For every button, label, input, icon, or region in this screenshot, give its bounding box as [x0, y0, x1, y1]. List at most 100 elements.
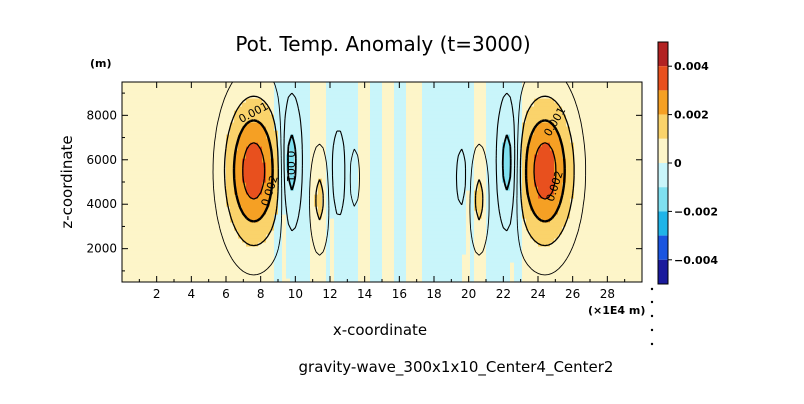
heatmap-cell	[290, 250, 295, 255]
heatmap-cell	[442, 122, 447, 127]
heatmap-cell	[326, 94, 331, 99]
heatmap-cell	[278, 258, 283, 263]
heatmap-cell	[186, 142, 191, 147]
heatmap-cell	[514, 274, 519, 279]
heatmap-cell	[398, 242, 403, 247]
heatmap-cell	[238, 146, 243, 151]
heatmap-cell	[158, 278, 163, 282]
heatmap-cell	[430, 106, 435, 111]
heatmap-cell	[298, 102, 303, 107]
heatmap-cell	[438, 222, 443, 227]
heatmap-cell	[142, 214, 147, 219]
heatmap-cell	[126, 226, 131, 231]
heatmap-cell	[438, 242, 443, 247]
heatmap-cell	[134, 114, 139, 119]
heatmap-cell	[302, 226, 307, 231]
heatmap-cell	[510, 242, 515, 247]
heatmap-cell	[162, 250, 167, 255]
heatmap-cell	[138, 94, 143, 99]
heatmap-cell	[222, 94, 227, 99]
heatmap-cell	[394, 190, 399, 195]
heatmap-cell	[366, 142, 371, 147]
heatmap-cell	[490, 266, 495, 271]
heatmap-cell	[142, 138, 147, 143]
heatmap-cell	[338, 238, 343, 243]
heatmap-cell	[246, 166, 251, 171]
heatmap-cell	[186, 134, 191, 139]
heatmap-cell	[250, 154, 255, 159]
heatmap-cell	[382, 90, 387, 95]
heatmap-cell	[410, 262, 415, 267]
heatmap-cell	[226, 122, 231, 127]
heatmap-cell	[274, 174, 279, 179]
heatmap-cell	[370, 202, 375, 207]
heatmap-cell	[318, 166, 323, 171]
heatmap-cell	[294, 202, 299, 207]
heatmap-cell	[334, 138, 339, 143]
heatmap-cell	[250, 182, 255, 187]
heatmap-cell	[278, 110, 283, 115]
heatmap-cell	[210, 266, 215, 271]
heatmap-cell	[126, 202, 131, 207]
heatmap-cell	[122, 190, 127, 195]
heatmap-cell	[310, 222, 315, 227]
heatmap-cell	[318, 278, 323, 282]
heatmap-cell	[182, 194, 187, 199]
heatmap-cell	[510, 230, 515, 235]
heatmap-cell	[398, 198, 403, 203]
heatmap-cell	[378, 202, 383, 207]
heatmap-cell	[478, 178, 483, 183]
heatmap-cell	[346, 90, 351, 95]
heatmap-cell	[346, 226, 351, 231]
heatmap-cell	[142, 262, 147, 267]
heatmap-cell	[214, 258, 219, 263]
heatmap-cell	[406, 266, 411, 271]
heatmap-cell	[326, 110, 331, 115]
heatmap-cell	[438, 258, 443, 263]
heatmap-cell	[494, 186, 499, 191]
heatmap-cell	[474, 94, 479, 99]
heatmap-cell	[174, 254, 179, 259]
heatmap-cell	[130, 118, 135, 123]
heatmap-cell	[474, 202, 479, 207]
heatmap-cell	[206, 118, 211, 123]
heatmap-cell	[322, 198, 327, 203]
heatmap-cell	[422, 110, 427, 115]
heatmap-cell	[282, 82, 287, 87]
heatmap-cell	[506, 230, 511, 235]
heatmap-cell	[514, 178, 519, 183]
heatmap-cell	[422, 250, 427, 255]
heatmap-cell	[330, 262, 335, 267]
heatmap-cell	[498, 258, 503, 263]
heatmap-cell	[214, 118, 219, 123]
heatmap-cell	[490, 142, 495, 147]
heatmap-cell	[122, 274, 127, 279]
heatmap-cell	[390, 126, 395, 131]
heatmap-cell	[390, 150, 395, 155]
heatmap-cell	[462, 150, 467, 155]
heatmap-cell	[234, 274, 239, 279]
heatmap-cell	[238, 190, 243, 195]
heatmap-cell	[438, 170, 443, 175]
heatmap-cell	[238, 270, 243, 275]
heatmap-cell	[398, 194, 403, 199]
heatmap-cell	[122, 98, 127, 103]
heatmap-cell	[510, 126, 515, 131]
heatmap-cell	[506, 150, 511, 155]
heatmap-cell	[402, 118, 407, 123]
heatmap-cell	[126, 166, 131, 171]
heatmap-cell	[326, 278, 331, 282]
heatmap-cell	[470, 90, 475, 95]
heatmap-cell	[194, 222, 199, 227]
heatmap-cell	[478, 278, 483, 282]
heatmap-cell	[358, 278, 363, 282]
heatmap-cell	[422, 210, 427, 215]
heatmap-cell	[158, 122, 163, 127]
heatmap-cell	[494, 234, 499, 239]
heatmap-cell	[334, 218, 339, 223]
heatmap-cell	[482, 98, 487, 103]
heatmap-cell	[218, 206, 223, 211]
heatmap-cell	[142, 206, 147, 211]
heatmap-cell	[318, 130, 323, 135]
heatmap-cell	[202, 126, 207, 131]
